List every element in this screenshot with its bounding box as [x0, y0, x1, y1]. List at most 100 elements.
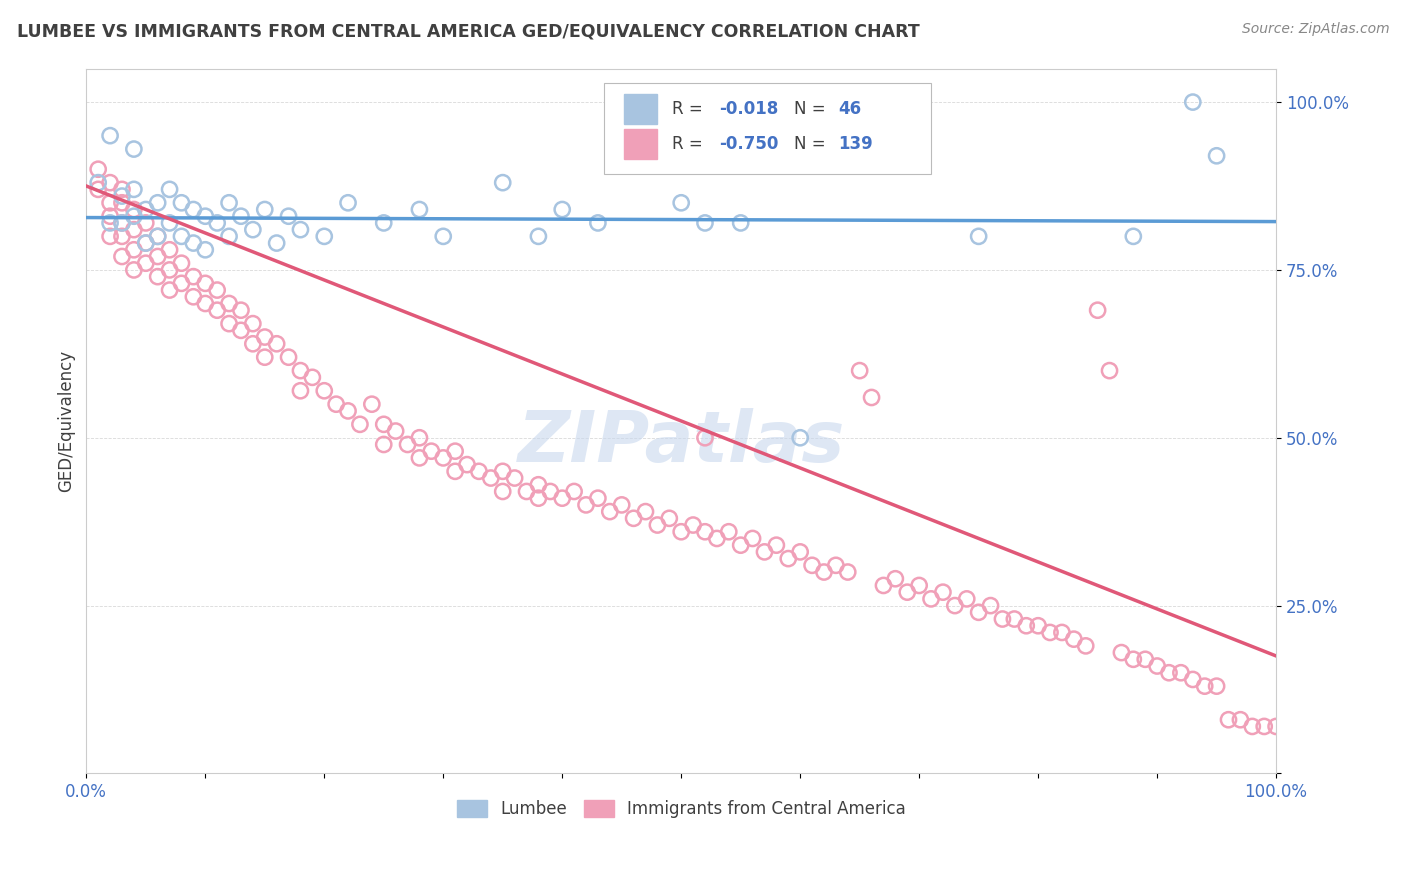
Point — [194, 243, 217, 257]
Point — [872, 578, 894, 592]
Point — [373, 437, 395, 451]
Point — [468, 464, 491, 478]
Point — [837, 565, 859, 579]
Point — [1181, 673, 1204, 687]
Y-axis label: GED/Equivalency: GED/Equivalency — [58, 350, 75, 492]
Point — [813, 565, 835, 579]
Point — [515, 484, 537, 499]
Point — [444, 464, 467, 478]
Point — [122, 243, 145, 257]
Point — [538, 484, 561, 499]
Point — [693, 431, 716, 445]
Point — [599, 505, 621, 519]
Point — [884, 572, 907, 586]
Point — [1098, 363, 1121, 377]
Point — [183, 269, 205, 284]
Point — [349, 417, 371, 432]
Point — [122, 222, 145, 236]
Point — [896, 585, 918, 599]
Point — [1039, 625, 1062, 640]
Point — [943, 599, 966, 613]
Point — [159, 216, 181, 230]
Point — [586, 216, 609, 230]
Point — [1015, 618, 1038, 632]
Point — [87, 162, 110, 177]
Point — [183, 290, 205, 304]
Point — [159, 263, 181, 277]
Point — [111, 195, 134, 210]
Point — [920, 591, 942, 606]
Point — [658, 511, 681, 525]
Point — [1218, 713, 1240, 727]
Point — [1002, 612, 1025, 626]
Point — [98, 128, 121, 143]
Point — [693, 216, 716, 230]
Point — [266, 336, 288, 351]
Text: R =: R = — [672, 100, 707, 118]
Point — [111, 182, 134, 196]
Point — [194, 209, 217, 223]
Point — [432, 450, 454, 465]
Point — [848, 363, 870, 377]
Text: R =: R = — [672, 135, 707, 153]
Point — [479, 471, 502, 485]
Point — [1135, 652, 1157, 666]
FancyBboxPatch shape — [603, 83, 931, 174]
Point — [111, 216, 134, 230]
Point — [765, 538, 787, 552]
Point — [229, 323, 252, 337]
Point — [1265, 719, 1288, 733]
Point — [242, 336, 264, 351]
Point — [669, 195, 692, 210]
Point — [1241, 719, 1264, 733]
Point — [551, 491, 574, 505]
Point — [229, 303, 252, 318]
Point — [205, 216, 228, 230]
Point — [218, 317, 240, 331]
Point — [325, 397, 347, 411]
Point — [87, 182, 110, 196]
Point — [314, 229, 336, 244]
Point — [669, 524, 692, 539]
Point — [730, 538, 752, 552]
Point — [277, 350, 299, 364]
Point — [183, 235, 205, 250]
Point — [1146, 659, 1168, 673]
Point — [122, 209, 145, 223]
Point — [122, 263, 145, 277]
Point — [111, 216, 134, 230]
Point — [778, 551, 800, 566]
Point — [908, 578, 931, 592]
Point — [551, 202, 574, 217]
Point — [146, 250, 169, 264]
Point — [159, 243, 181, 257]
Point — [967, 229, 990, 244]
Point — [610, 498, 633, 512]
Point — [1087, 303, 1109, 318]
Text: LUMBEE VS IMMIGRANTS FROM CENTRAL AMERICA GED/EQUIVALENCY CORRELATION CHART: LUMBEE VS IMMIGRANTS FROM CENTRAL AMERIC… — [17, 22, 920, 40]
Point — [575, 498, 598, 512]
Point — [932, 585, 955, 599]
Point — [492, 176, 515, 190]
Point — [111, 250, 134, 264]
Point — [967, 605, 990, 619]
Point — [183, 202, 205, 217]
Point — [337, 404, 360, 418]
Point — [373, 216, 395, 230]
Point — [98, 209, 121, 223]
Point — [408, 431, 430, 445]
Point — [159, 283, 181, 297]
Point — [562, 484, 585, 499]
Point — [337, 195, 360, 210]
Point — [789, 545, 811, 559]
Point — [159, 182, 181, 196]
Point — [170, 195, 193, 210]
Point — [456, 458, 478, 472]
Point — [301, 370, 323, 384]
Point — [266, 235, 288, 250]
Point — [218, 296, 240, 310]
Point — [122, 142, 145, 156]
Point — [205, 303, 228, 318]
Point — [420, 444, 443, 458]
Point — [1111, 646, 1133, 660]
